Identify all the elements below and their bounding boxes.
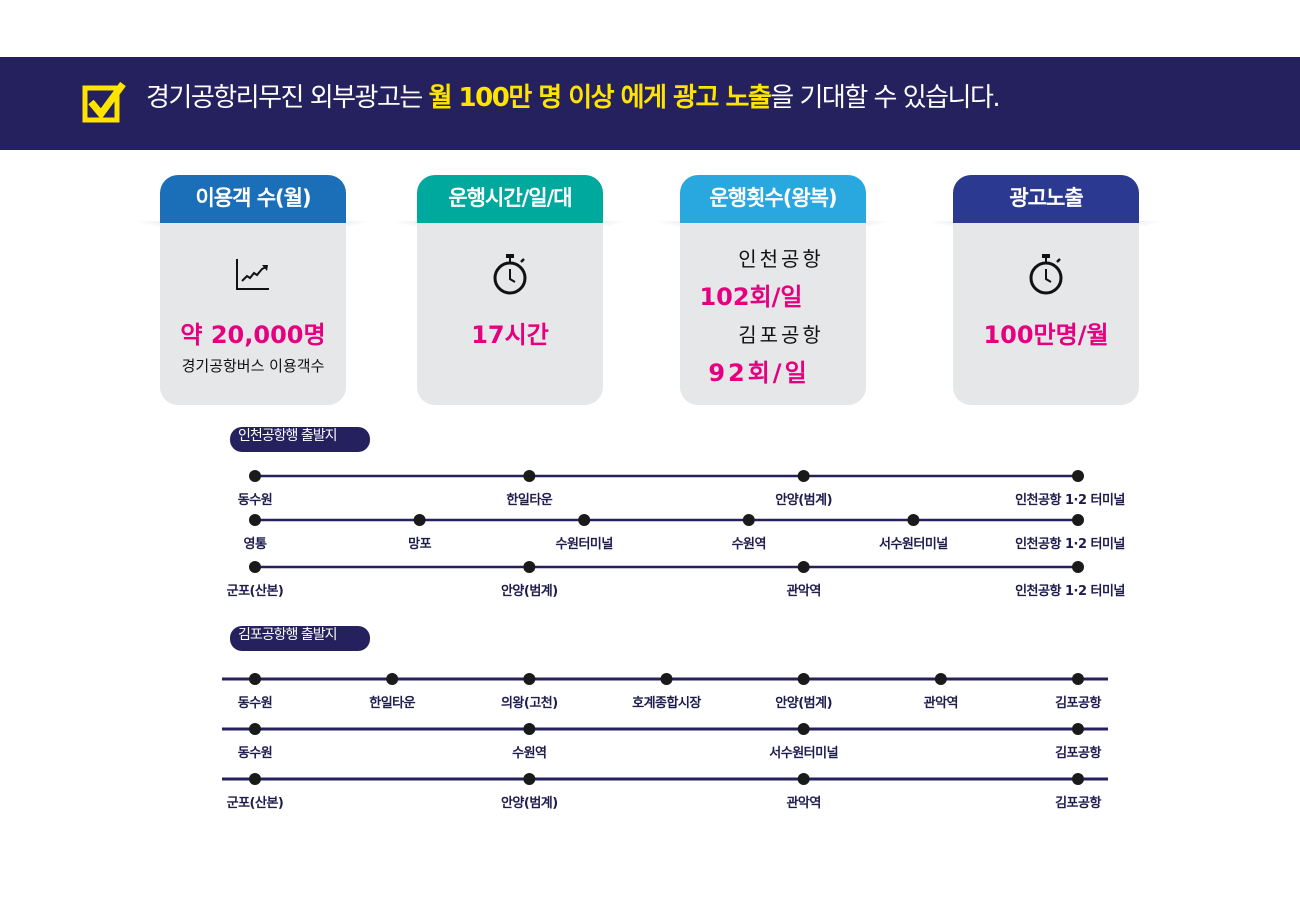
gimpo-stop-label: 안양(범계)	[775, 696, 833, 711]
incheon-stop-label: 인천공항 1·2 터미널	[1015, 493, 1125, 508]
card-trip-count: 운행횟수(왕복) 인천공항 102회/일 김포공항 92회/일	[680, 175, 866, 405]
incheon-stop-label: 수원터미널	[555, 537, 614, 552]
incheon-stop-label: 안양(범계)	[500, 584, 558, 599]
gimpo-stop-label: 수원역	[512, 746, 547, 761]
headline: 경기공항리무진 외부광고는 월 100만 명 이상 에게 광고 노출을 기대할 …	[146, 76, 1001, 120]
incheon-stop-dot	[742, 514, 755, 526]
incheon-stop-dot	[1072, 514, 1084, 526]
riders-value: 약 20,000명	[180, 321, 326, 349]
gimpo-stop-label: 안양(범계)	[500, 796, 558, 811]
card-title: 운행시간/일/대	[417, 175, 603, 223]
gimpo-stop-dot	[1072, 723, 1084, 735]
gimpo-stop-dot	[934, 673, 947, 685]
exposure-value: 100만명/월	[983, 321, 1109, 349]
incheon-stop-dot	[249, 561, 261, 573]
card-body: 100만명/월	[953, 223, 1139, 405]
stopwatch-icon	[493, 254, 527, 295]
gimpo-stop-label: 한일타운	[369, 696, 416, 711]
incheon-departure-label: 인천공항행 출발지	[230, 427, 370, 452]
gimpo-stop-label: 김포공항	[1055, 696, 1101, 711]
incheon-trips: 102회/일	[699, 283, 803, 311]
incheon-label: 인천공항	[738, 247, 824, 271]
chart-trend-icon	[236, 259, 269, 290]
card-title: 이용객 수(월)	[160, 175, 346, 223]
gimpo-stop-label: 의왕(고천)	[500, 696, 558, 711]
incheon-stop-dot	[523, 470, 536, 482]
gimpo-stop-dot	[249, 723, 261, 735]
headline-banner	[0, 57, 1300, 150]
incheon-stop-dot	[907, 514, 920, 526]
card-operating-hours: 운행시간/일/대 17시간	[417, 175, 603, 405]
incheon-stop-label: 한일타운	[506, 493, 553, 508]
gimpo-stop-label: 동수원	[237, 746, 273, 761]
card-title: 운행횟수(왕복)	[680, 175, 866, 223]
incheon-stop-label: 군포(산본)	[226, 584, 284, 599]
gimpo-stop-label: 관악역	[923, 696, 959, 711]
incheon-stop-dot	[578, 514, 591, 526]
checkbox-check-icon	[82, 81, 126, 123]
gimpo-stop-dot	[386, 673, 399, 685]
gimpo-stop-dot	[797, 773, 810, 785]
incheon-stop-label: 망포	[408, 537, 432, 552]
stopwatch-icon	[1029, 254, 1063, 295]
incheon-stop-dot	[249, 470, 261, 482]
incheon-stop-dot	[797, 561, 810, 573]
incheon-stop-label: 인천공항 1·2 터미널	[1015, 537, 1125, 552]
gimpo-stop-label: 서수원터미널	[769, 746, 839, 761]
headline-text-end: 을 기대할 수 있습니다.	[770, 83, 1000, 113]
incheon-stop-label: 인천공항 1·2 터미널	[1015, 584, 1125, 599]
headline-text: 경기공항리무진 외부광고는	[146, 83, 429, 113]
incheon-stop-dot	[1072, 561, 1084, 573]
gimpo-stop-dot	[1072, 673, 1084, 685]
gimpo-stop-label: 동수원	[237, 696, 273, 711]
incheon-stop-dot	[1072, 470, 1084, 482]
gimpo-stop-dot	[523, 723, 536, 735]
gimpo-stop-label: 김포공항	[1055, 796, 1101, 811]
gimpo-stop-dot	[523, 773, 536, 785]
gimpo-stop-dot	[249, 773, 261, 785]
card-monthly-riders: 이용객 수(월) 약 20,000명 경기공항버스 이용객수	[160, 175, 346, 405]
incheon-stop-dot	[413, 514, 426, 526]
gimpo-stop-dot	[797, 723, 810, 735]
card-ad-exposure: 광고노출 100만명/월	[953, 175, 1139, 405]
gimpo-stop-label: 관악역	[786, 796, 821, 811]
incheon-stop-label: 서수원터미널	[879, 537, 948, 552]
card-body: 인천공항 102회/일 김포공항 92회/일	[680, 223, 866, 405]
gimpo-stop-dot	[797, 673, 810, 685]
gimpo-stop-label: 김포공항	[1055, 746, 1101, 761]
gimpo-trips: 92회/일	[708, 359, 810, 387]
incheon-stop-dot	[249, 514, 261, 526]
hours-value: 17시간	[471, 321, 549, 349]
headline-highlight: 월 100만 명 이상 에게 광고 노출	[428, 83, 772, 113]
incheon-stop-label: 안양(범계)	[775, 493, 833, 508]
gimpo-stop-dot	[249, 673, 261, 685]
incheon-stop-label: 동수원	[237, 493, 273, 508]
gimpo-stop-label: 군포(산본)	[226, 796, 284, 811]
gimpo-stop-dot	[660, 673, 673, 685]
gimpo-stop-label: 호계종합시장	[632, 696, 701, 711]
gimpo-stop-dot	[1072, 773, 1084, 785]
incheon-stop-dot	[797, 470, 810, 482]
card-body: 약 20,000명 경기공항버스 이용객수	[160, 223, 346, 405]
gimpo-label: 김포공항	[738, 323, 824, 347]
incheon-stop-label: 관악역	[786, 584, 821, 599]
gimpo-departure-label: 김포공항행 출발지	[230, 626, 370, 651]
incheon-stop-label: 영통	[243, 537, 267, 552]
incheon-stop-label: 수원역	[731, 537, 767, 552]
incheon-stop-dot	[523, 561, 536, 573]
riders-caption: 경기공항버스 이용객수	[181, 357, 325, 375]
card-body: 17시간	[417, 223, 603, 405]
gimpo-stop-dot	[523, 673, 536, 685]
card-title: 광고노출	[953, 175, 1139, 223]
